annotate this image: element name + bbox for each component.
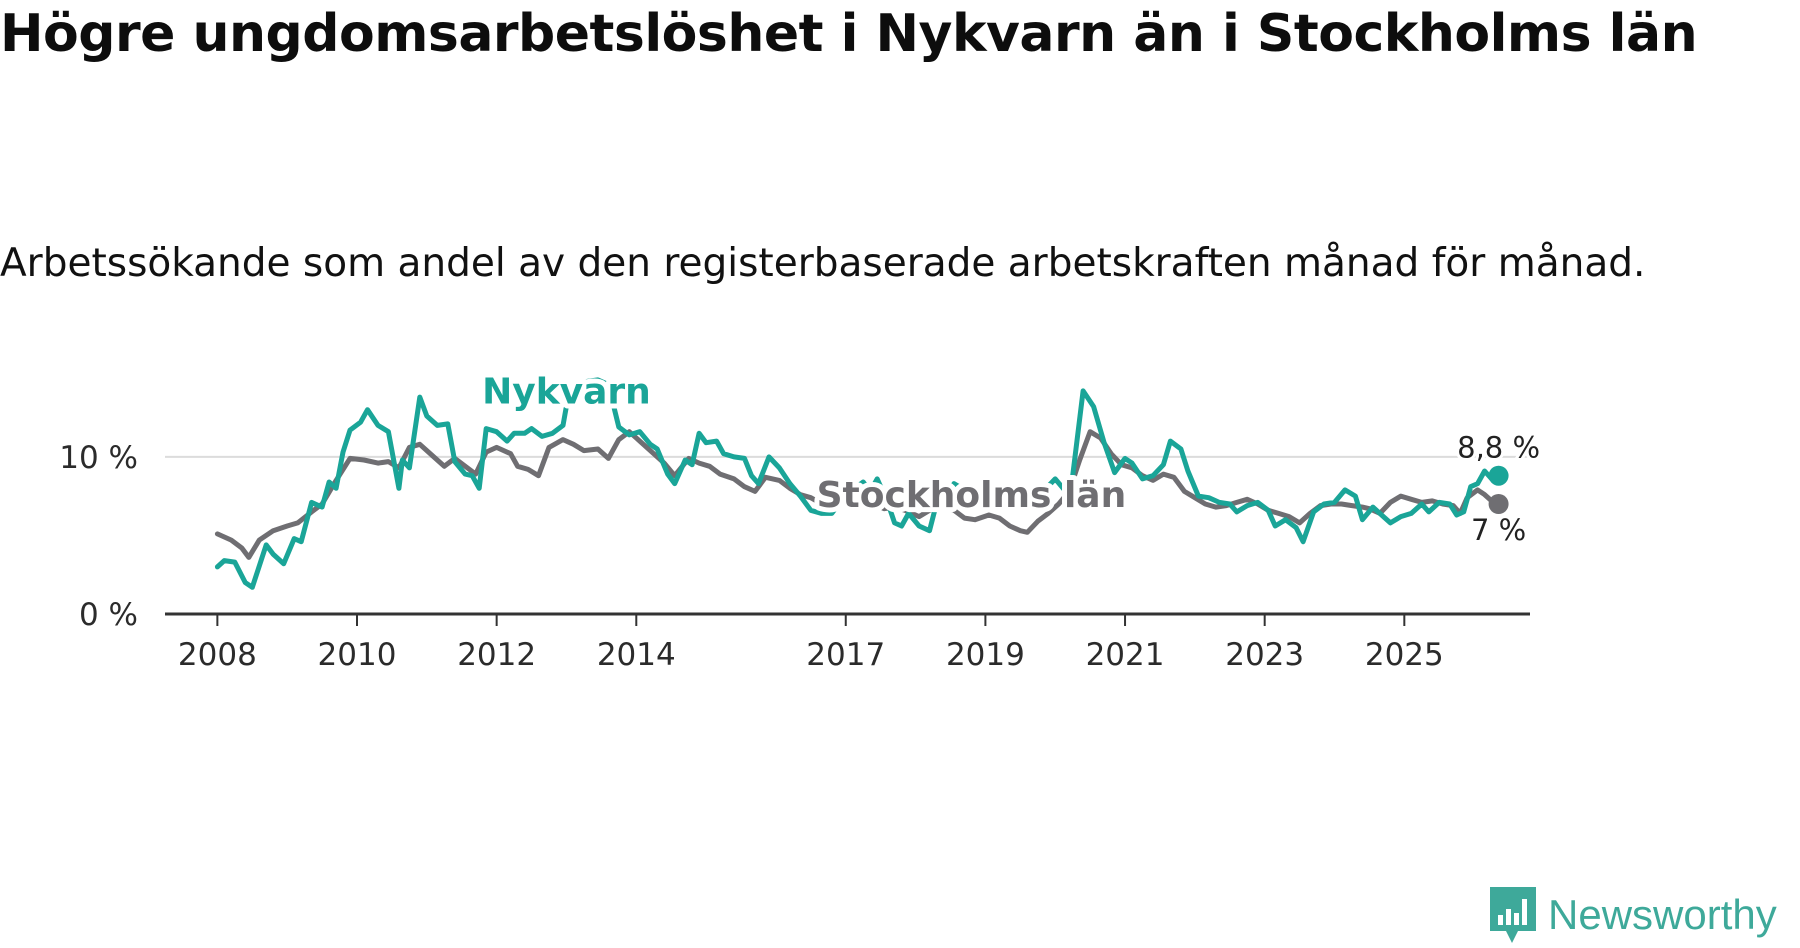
end-point-stockholm	[1488, 494, 1509, 514]
series-label-stockholm: Stockholms län	[817, 475, 1127, 516]
x-tick-label: 2008	[178, 637, 257, 673]
x-tick-label: 2014	[597, 637, 676, 673]
end-label-nykvarn: 8,8 %	[1457, 431, 1540, 465]
x-tick-label: 2025	[1365, 637, 1444, 673]
brand-name: Newsworthy	[1548, 891, 1777, 938]
chart-title: Högre ungdomsarbetslöshet i Nykvarn än i…	[0, 4, 1698, 64]
brand-logo: Newsworthy	[1488, 885, 1777, 945]
x-tick-label: 2019	[946, 637, 1025, 673]
y-tick-label: 10 %	[59, 440, 138, 476]
x-tick-label: 2012	[457, 637, 536, 673]
newsworthy-logo-icon	[1490, 887, 1536, 943]
x-tick-label: 2017	[806, 637, 885, 673]
chart-subtitle: Arbetssökande som andel av den registerb…	[0, 241, 1646, 286]
y-tick-label: 0 %	[79, 597, 138, 633]
series-line-nykvarn	[214, 377, 1502, 590]
x-tick-label: 2023	[1225, 637, 1304, 673]
end-point-nykvarn	[1488, 465, 1509, 486]
end-label-stockholm: 7 %	[1471, 513, 1526, 547]
series-label-nykvarn: Nykvarn	[482, 371, 651, 412]
series-lines	[214, 377, 1509, 590]
series-labels: Nykvarn Stockholms län 8,8 % 7 %	[477, 366, 1543, 550]
x-tick-label: 2021	[1086, 637, 1165, 673]
x-tick-label: 2010	[318, 637, 397, 673]
axes: 0 % 10 % 2008 2010 2012 2014 2017 2019 2021 2023 2…	[59, 440, 1530, 673]
